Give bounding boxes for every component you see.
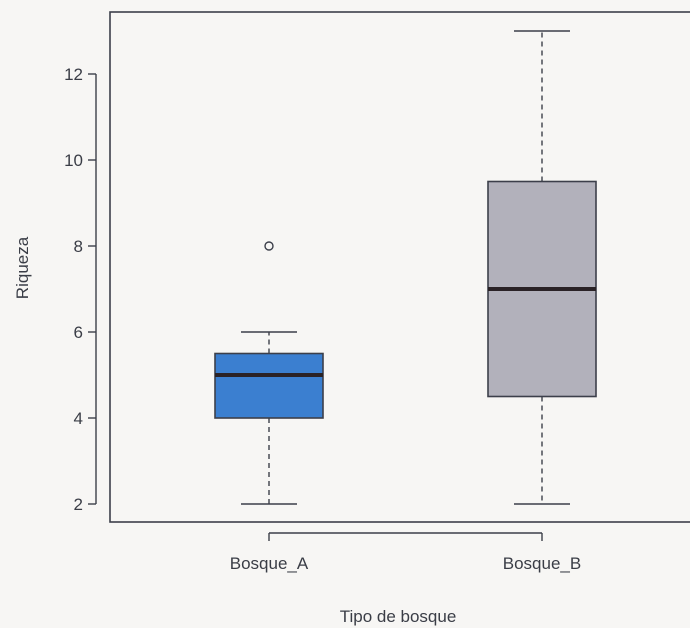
iqr-box bbox=[214, 352, 324, 419]
y-tick-label: 4 bbox=[74, 409, 83, 428]
box-bosque-b bbox=[487, 30, 597, 505]
x-axis: Bosque_A Bosque_B bbox=[230, 532, 581, 573]
x-axis-label: Tipo de bosque bbox=[340, 607, 457, 626]
y-tick-label: 8 bbox=[74, 237, 83, 256]
x-tick-label: Bosque_B bbox=[503, 554, 581, 573]
box-bosque-a bbox=[214, 241, 324, 505]
y-tick-label: 12 bbox=[64, 65, 83, 84]
y-axis: 2 4 6 8 10 12 bbox=[64, 65, 97, 514]
x-tick-label: Bosque_A bbox=[230, 554, 309, 573]
outlier-point bbox=[264, 241, 274, 251]
y-tick-label: 2 bbox=[74, 495, 83, 514]
y-tick-label: 10 bbox=[64, 151, 83, 170]
y-axis-label: Riqueza bbox=[13, 236, 32, 299]
plot-frame bbox=[109, 11, 690, 523]
y-tick-label: 6 bbox=[74, 323, 83, 342]
boxes-layer bbox=[214, 30, 597, 505]
